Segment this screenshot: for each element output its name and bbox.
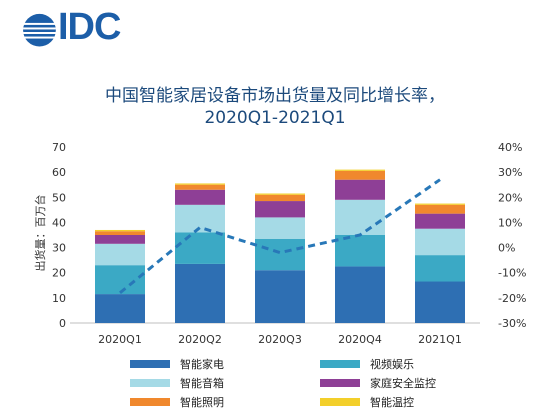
bar-segment-1-0 [95, 265, 145, 295]
y-axis-label: 出货量：百万台 [33, 195, 47, 272]
legend-swatch [130, 360, 170, 368]
bar-segment-4-2 [255, 194, 305, 202]
bar-segment-3-0 [95, 235, 145, 244]
x-axis-categories: 2020Q1 2020Q2 2020Q3 2020Q4 2021Q1 [98, 333, 462, 346]
legend-label: 智能家电 [180, 358, 224, 371]
bar-segment-5-3 [335, 169, 385, 171]
bar-segment-4-0 [95, 231, 145, 235]
legend-label: 智能音箱 [180, 377, 224, 390]
bar-segment-4-1 [175, 184, 225, 190]
idc-logo [23, 13, 56, 47]
legend-swatch [320, 398, 360, 406]
x-category-label: 2020Q2 [178, 333, 222, 346]
bar-segment-0-4 [415, 281, 465, 323]
y2-tick-label: -20% [498, 292, 526, 305]
y-tick-label: 40 [52, 216, 66, 229]
y2-tick-label: 20% [498, 191, 522, 204]
y-tick-label: 0 [59, 317, 66, 330]
bar-segment-4-4 [415, 204, 465, 214]
bar-segment-5-1 [175, 183, 225, 185]
legend-swatch [320, 360, 360, 368]
bar-segment-0-1 [175, 263, 225, 323]
bar-segment-0-0 [95, 294, 145, 323]
growth-line-group [119, 178, 441, 294]
y2-tick-label: 30% [498, 166, 522, 179]
y-tick-label: 30 [52, 242, 66, 255]
bar-segment-2-2 [255, 217, 305, 239]
bar-segment-2-0 [95, 243, 145, 266]
x-category-label: 2021Q1 [418, 333, 462, 346]
y-tick-label: 60 [52, 166, 66, 179]
bar-segment-3-3 [335, 179, 385, 200]
y-tick-label: 70 [52, 141, 66, 154]
bar-segment-5-4 [415, 203, 465, 205]
x-category-label: 2020Q3 [258, 333, 302, 346]
y-axis-left: 0 10 20 30 40 50 60 70 [52, 141, 66, 330]
y-tick-label: 50 [52, 191, 66, 204]
legend-swatch [130, 379, 170, 387]
growth-rate-line [119, 178, 441, 294]
bar-segment-1-4 [415, 255, 465, 282]
chart-subtitle: 2020Q1-2021Q1 [204, 108, 346, 128]
y-axis-right: -30% -20% -10% 0% 10% 20% 30% 40% [498, 141, 526, 330]
bar-segment-5-2 [255, 193, 305, 195]
bars-group [95, 169, 465, 323]
y2-tick-label: 0% [498, 242, 515, 255]
bar-segment-3-4 [415, 213, 465, 229]
bar-segment-2-1 [175, 204, 225, 233]
y2-tick-label: 40% [498, 141, 522, 154]
bar-segment-2-4 [415, 228, 465, 256]
y2-tick-label: 10% [498, 216, 522, 229]
logo-text: IDC [58, 6, 121, 48]
y2-tick-label: -30% [498, 317, 526, 330]
bar-segment-3-2 [255, 201, 305, 218]
bar-segment-1-3 [335, 235, 385, 267]
legend-label: 智能温控 [370, 396, 414, 409]
chart-title: 中国智能家居设备市场出货量及同比增长率， [105, 86, 445, 106]
bar-segment-0-2 [255, 270, 305, 323]
bar-segment-1-2 [255, 238, 305, 271]
y-tick-label: 10 [52, 292, 66, 305]
bar-segment-3-1 [175, 189, 225, 205]
legend-label: 视频娱乐 [370, 358, 414, 371]
bar-segment-5-0 [95, 229, 145, 232]
y2-tick-label: -10% [498, 267, 526, 280]
idc-globe-icon [23, 13, 56, 47]
legend-swatch [320, 379, 360, 387]
y-tick-label: 20 [52, 267, 66, 280]
x-category-label: 2020Q4 [338, 333, 382, 346]
bar-segment-1-1 [175, 232, 225, 264]
legend-label: 智能照明 [180, 396, 224, 409]
x-category-label: 2020Q1 [98, 333, 142, 346]
bar-segment-2-3 [335, 199, 385, 235]
bar-segment-0-3 [335, 266, 385, 323]
legend-swatch [130, 398, 170, 406]
legend-label: 家庭安全监控 [370, 377, 436, 390]
bar-segment-4-3 [335, 170, 385, 180]
